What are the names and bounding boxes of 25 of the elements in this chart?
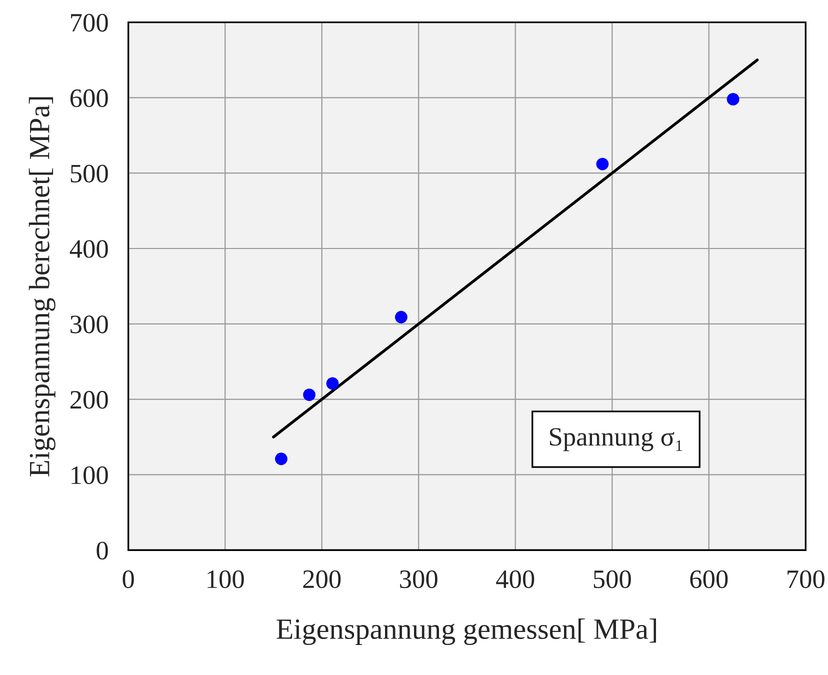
point bbox=[326, 377, 339, 390]
y-tick-label: 700 bbox=[71, 14, 108, 32]
point bbox=[275, 452, 288, 466]
x-tick-label: 400 bbox=[496, 570, 534, 588]
x-tick-label: 500 bbox=[594, 570, 631, 588]
x-tick-label: 700 bbox=[788, 570, 824, 588]
point bbox=[394, 310, 408, 324]
x-tick-label: 300 bbox=[400, 570, 438, 588]
point bbox=[596, 158, 609, 170]
point bbox=[303, 388, 316, 401]
y-tick-label: 600 bbox=[70, 89, 108, 108]
y-tick-label: 500 bbox=[70, 164, 108, 183]
y-tick-label: 200 bbox=[70, 390, 108, 409]
y-tick-label: 100 bbox=[72, 466, 108, 484]
point bbox=[726, 92, 740, 106]
x-tick-label: 600 bbox=[690, 570, 728, 588]
x-tick-label: 100 bbox=[208, 570, 244, 588]
y-axis-title: Eigenspannung berechnet[ MPa] bbox=[28, 97, 56, 477]
x-tick-label: 200 bbox=[303, 570, 341, 588]
y-tick-label: 400 bbox=[70, 240, 108, 258]
x-tick-label: 0 bbox=[122, 570, 134, 588]
x-axis-title: Eigenspannung gemessen[ MPa] bbox=[276, 618, 656, 646]
annotation: Spannung σ₁ bbox=[550, 428, 682, 452]
y-tick-label: 0 bbox=[96, 542, 108, 560]
y-tick-label: 300 bbox=[70, 316, 108, 334]
